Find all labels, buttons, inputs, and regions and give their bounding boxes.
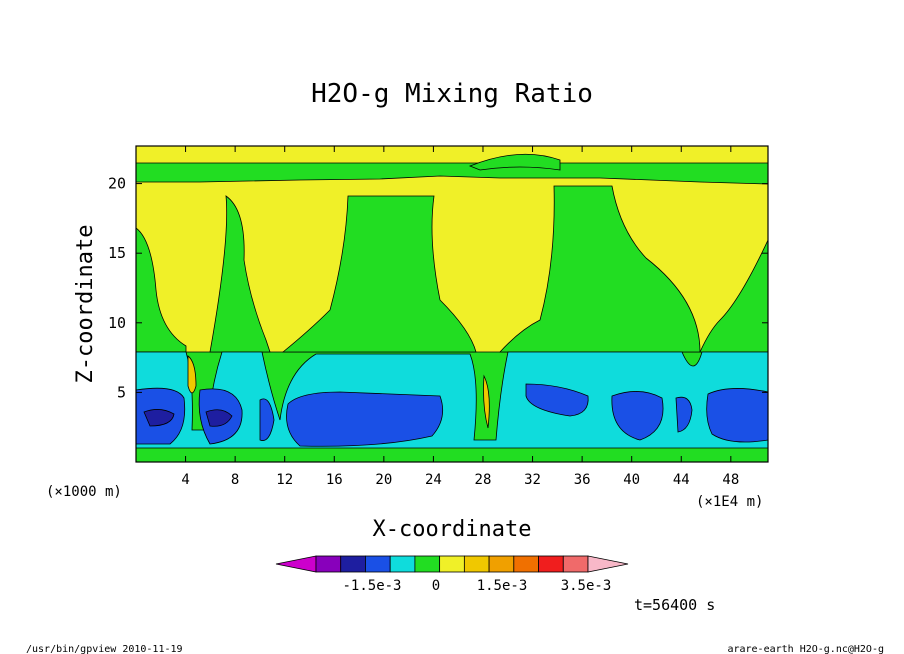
x-tick-label: 44 <box>673 472 690 488</box>
field-green-plume-3 <box>281 195 477 353</box>
x-unit-right: (×1E4 m) <box>696 494 763 510</box>
field-darkblue-spot-1 <box>143 409 175 427</box>
y-axis-label: Z-coordinate <box>73 225 98 384</box>
field-blue-core-5 <box>525 383 589 417</box>
x-tick-label: 20 <box>375 472 392 488</box>
footer-right: arare-earth_H2O-g.nc@H2O-g <box>727 644 884 654</box>
x-tick-label: 48 <box>722 472 739 488</box>
field-green-plume-4 <box>499 185 701 353</box>
colorbar-swatch <box>538 555 564 573</box>
colorbar-swatch <box>562 555 589 573</box>
colorbar-swatch <box>439 555 465 573</box>
y-tick-label: 15 <box>108 244 126 262</box>
colorbar-label-0: -1.5e-3 <box>342 578 401 594</box>
x-unit-left: (×1000 m) <box>46 484 122 500</box>
x-tick-label: 12 <box>276 472 293 488</box>
colorbar-swatch <box>463 555 490 573</box>
y-tick-label: 10 <box>108 314 126 332</box>
field-blue-core-6 <box>611 391 664 441</box>
chart-title: H2O-g Mixing Ratio <box>311 79 593 109</box>
time-label: t=56400 s <box>634 596 715 614</box>
colorbar-swatch <box>414 555 441 573</box>
colorbar-arrow-right <box>587 555 629 573</box>
x-tick-label: 32 <box>524 472 541 488</box>
x-tick-label: 40 <box>623 472 640 488</box>
colorbar-arrow-left <box>275 555 317 573</box>
field-blue-core-4 <box>286 391 444 447</box>
x-tick-label: 16 <box>326 472 343 488</box>
x-tick-label: 24 <box>425 472 442 488</box>
plot-area <box>135 145 769 463</box>
y-tick-label: 5 <box>117 383 126 401</box>
footer-left: /usr/bin/gpview 2010-11-19 <box>26 644 183 654</box>
field-darkblue-spot-2 <box>205 409 233 427</box>
colorbar-swatch <box>315 555 342 573</box>
field-blue-core-7 <box>675 396 693 433</box>
field-blue-core-8 <box>706 388 768 443</box>
field-green-left-plume <box>136 227 187 353</box>
colorbar-label-2: 1.5e-3 <box>477 578 528 594</box>
y-axis: 5 10 15 20 <box>108 175 768 401</box>
colorbar <box>275 555 629 573</box>
x-tick-label: 36 <box>574 472 591 488</box>
field-green-plume-2 <box>209 195 271 353</box>
field-green-upper-band <box>136 162 768 185</box>
colorbar-label-3: 3.5e-3 <box>561 578 612 594</box>
colorbar-swatch <box>365 555 391 573</box>
x-axis: 4 8 12 16 20 24 28 32 36 40 44 48 <box>181 146 739 488</box>
colorbar-swatch <box>340 555 366 573</box>
field-orange-spike-2 <box>483 374 490 429</box>
x-axis-label: X-coordinate <box>373 517 532 542</box>
colorbar-label-1: 0 <box>432 578 440 594</box>
field-orange-spike-1 <box>187 355 197 394</box>
x-tick-label: 8 <box>231 472 239 488</box>
y-tick-label: 20 <box>108 175 126 193</box>
field-green-top-arc <box>468 153 561 171</box>
field-green-plume-5 <box>699 239 768 353</box>
x-tick-label: 4 <box>181 472 189 488</box>
x-tick-label: 28 <box>475 472 492 488</box>
colorbar-swatch <box>389 555 416 573</box>
colorbar-swatch <box>513 555 539 573</box>
field-blue-core-3 <box>259 398 275 441</box>
colorbar-swatch <box>488 555 515 573</box>
